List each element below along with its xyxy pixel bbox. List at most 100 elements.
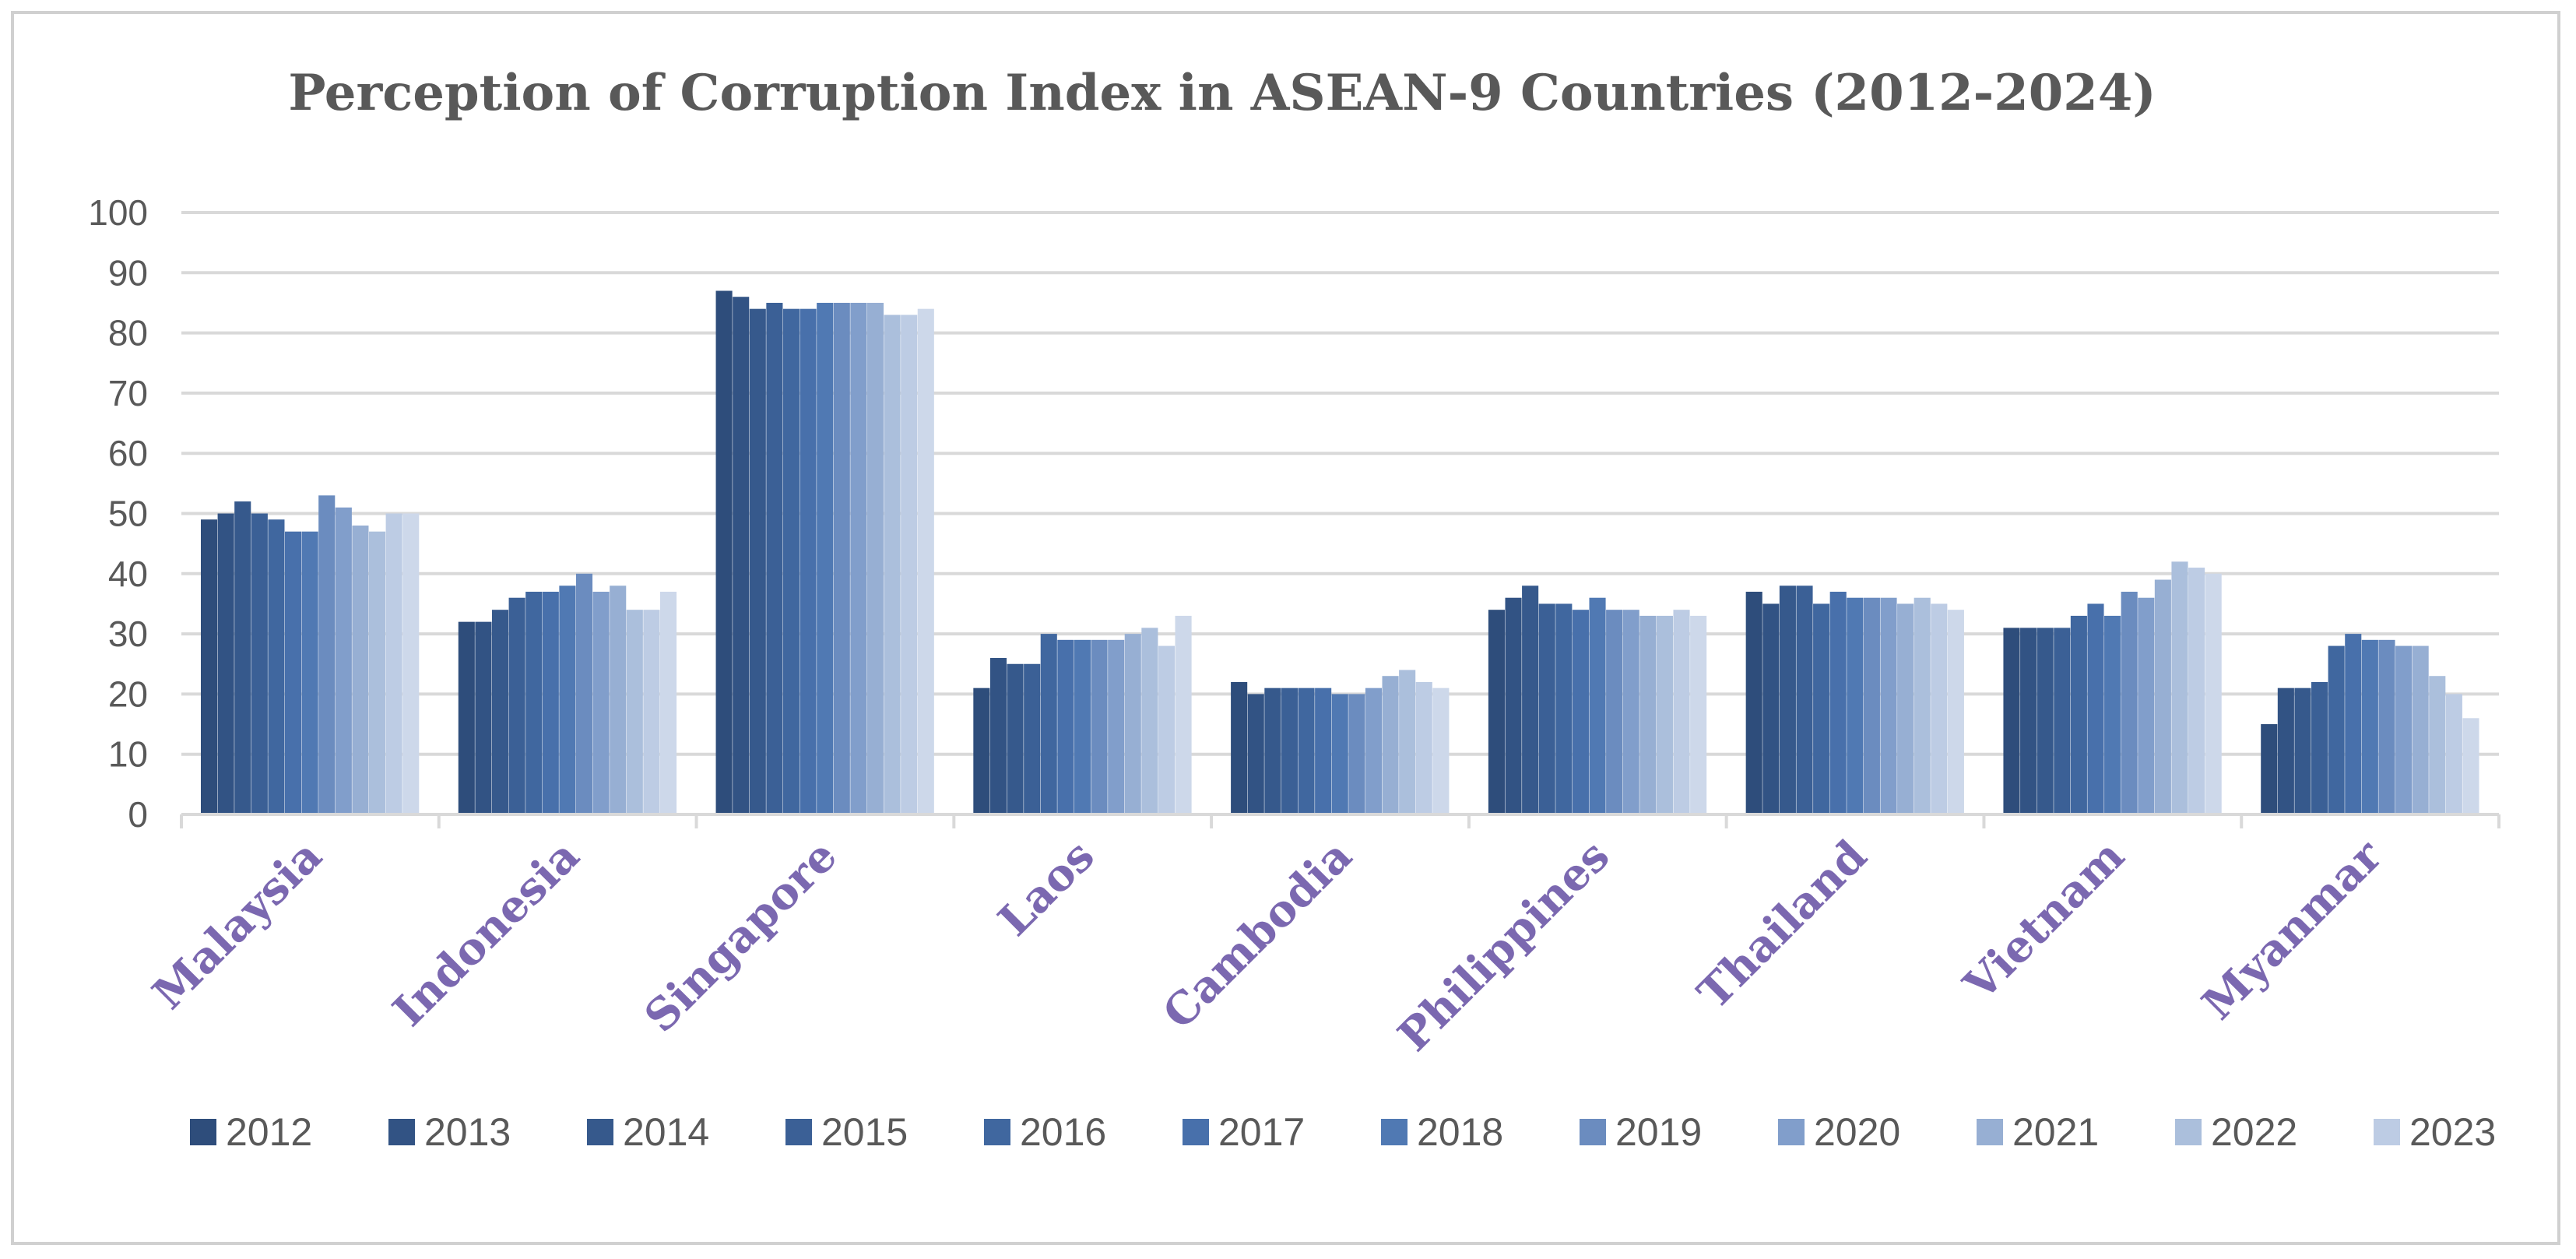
bar-indonesia-2019[interactable] xyxy=(575,573,593,814)
bar-indonesia-2016[interactable] xyxy=(525,591,543,814)
bar-vietnam-2020[interactable] xyxy=(2138,597,2155,814)
bar-thailand-2018[interactable] xyxy=(1847,597,1864,814)
bar-laos-2015[interactable] xyxy=(1024,663,1041,814)
legend-item-2017[interactable]: 2017 xyxy=(1183,1110,1305,1154)
bar-myanmar-2022[interactable] xyxy=(2429,676,2446,814)
bar-philippines-2024[interactable] xyxy=(1690,615,1707,814)
legend-item-2013[interactable]: 2013 xyxy=(388,1110,511,1154)
bar-vietnam-2015[interactable] xyxy=(2054,628,2071,814)
legend-item-2022[interactable]: 2022 xyxy=(2175,1110,2297,1154)
bar-laos-2017[interactable] xyxy=(1057,639,1074,814)
bar-philippines-2022[interactable] xyxy=(1656,615,1673,814)
bar-laos-2014[interactable] xyxy=(1007,663,1024,814)
bar-cambodia-2019[interactable] xyxy=(1348,694,1365,814)
bar-indonesia-2024[interactable] xyxy=(659,591,677,814)
bar-philippines-2012[interactable] xyxy=(1488,610,1505,814)
bar-myanmar-2015[interactable] xyxy=(2311,681,2328,814)
bar-indonesia-2021[interactable] xyxy=(610,586,627,814)
bar-philippines-2019[interactable] xyxy=(1606,610,1623,814)
bar-thailand-2021[interactable] xyxy=(1897,603,1914,814)
bar-cambodia-2016[interactable] xyxy=(1298,688,1315,814)
bar-indonesia-2022[interactable] xyxy=(626,610,643,814)
bar-singapore-2015[interactable] xyxy=(766,302,783,814)
bar-malaysia-2012[interactable] xyxy=(200,519,218,814)
bar-malaysia-2018[interactable] xyxy=(301,531,318,814)
bar-laos-2013[interactable] xyxy=(989,658,1007,814)
bar-thailand-2022[interactable] xyxy=(1914,597,1931,814)
bar-cambodia-2017[interactable] xyxy=(1315,688,1332,814)
bar-singapore-2017[interactable] xyxy=(800,308,817,814)
bar-philippines-2014[interactable] xyxy=(1522,586,1539,814)
bar-indonesia-2014[interactable] xyxy=(491,610,509,814)
bar-cambodia-2022[interactable] xyxy=(1399,670,1416,814)
bar-malaysia-2023[interactable] xyxy=(385,513,402,815)
bar-singapore-2019[interactable] xyxy=(833,302,850,814)
bar-vietnam-2017[interactable] xyxy=(2087,603,2104,814)
bar-laos-2021[interactable] xyxy=(1124,634,1141,814)
bar-cambodia-2013[interactable] xyxy=(1247,694,1264,814)
bar-thailand-2014[interactable] xyxy=(1779,586,1796,814)
bar-malaysia-2016[interactable] xyxy=(268,519,285,814)
bar-vietnam-2016[interactable] xyxy=(2070,615,2087,814)
bar-thailand-2017[interactable] xyxy=(1829,591,1847,814)
legend-item-2023[interactable]: 2023 xyxy=(2374,1110,2496,1154)
bar-philippines-2023[interactable] xyxy=(1673,610,1690,814)
bar-myanmar-2013[interactable] xyxy=(2277,688,2294,814)
bar-myanmar-2018[interactable] xyxy=(2361,639,2378,814)
bar-malaysia-2024[interactable] xyxy=(402,513,420,815)
bar-cambodia-2015[interactable] xyxy=(1281,688,1298,814)
bar-malaysia-2021[interactable] xyxy=(352,525,369,814)
bar-thailand-2013[interactable] xyxy=(1762,603,1780,814)
legend-item-2015[interactable]: 2015 xyxy=(785,1110,908,1154)
bar-laos-2018[interactable] xyxy=(1074,639,1091,814)
bar-philippines-2015[interactable] xyxy=(1538,603,1555,814)
bar-laos-2022[interactable] xyxy=(1141,628,1158,814)
bar-indonesia-2015[interactable] xyxy=(508,597,525,814)
bar-singapore-2024[interactable] xyxy=(917,308,934,814)
bar-singapore-2020[interactable] xyxy=(850,302,867,814)
bar-philippines-2021[interactable] xyxy=(1639,615,1657,814)
bar-thailand-2015[interactable] xyxy=(1796,586,1813,814)
bar-laos-2019[interactable] xyxy=(1091,639,1108,814)
bar-thailand-2020[interactable] xyxy=(1880,597,1897,814)
bar-indonesia-2017[interactable] xyxy=(542,591,559,814)
legend-item-2018[interactable]: 2018 xyxy=(1381,1110,1503,1154)
bar-philippines-2016[interactable] xyxy=(1555,603,1573,814)
bar-malaysia-2020[interactable] xyxy=(335,507,352,814)
bar-malaysia-2017[interactable] xyxy=(284,531,302,814)
bar-vietnam-2019[interactable] xyxy=(2121,591,2138,814)
bar-cambodia-2014[interactable] xyxy=(1264,688,1281,814)
bar-laos-2023[interactable] xyxy=(1158,645,1176,814)
bar-indonesia-2018[interactable] xyxy=(559,586,576,814)
bar-indonesia-2013[interactable] xyxy=(475,621,492,814)
bar-myanmar-2020[interactable] xyxy=(2395,645,2413,814)
bar-vietnam-2023[interactable] xyxy=(2188,568,2205,814)
legend-item-2016[interactable]: 2016 xyxy=(984,1110,1106,1154)
bar-malaysia-2022[interactable] xyxy=(368,531,386,814)
bar-cambodia-2023[interactable] xyxy=(1415,681,1432,814)
bar-thailand-2012[interactable] xyxy=(1745,591,1762,814)
bar-cambodia-2024[interactable] xyxy=(1432,688,1450,814)
bar-thailand-2023[interactable] xyxy=(1931,603,1948,814)
bar-vietnam-2013[interactable] xyxy=(2020,628,2037,814)
bar-singapore-2021[interactable] xyxy=(866,302,884,814)
bar-thailand-2016[interactable] xyxy=(1813,603,1830,814)
bar-myanmar-2017[interactable] xyxy=(2345,634,2362,814)
bar-singapore-2016[interactable] xyxy=(782,308,800,814)
bar-philippines-2020[interactable] xyxy=(1622,610,1639,814)
bar-indonesia-2012[interactable] xyxy=(458,621,475,814)
bar-singapore-2023[interactable] xyxy=(901,315,918,814)
bar-malaysia-2014[interactable] xyxy=(234,501,251,814)
bar-myanmar-2014[interactable] xyxy=(2294,688,2311,814)
bar-laos-2020[interactable] xyxy=(1108,639,1125,814)
bar-myanmar-2023[interactable] xyxy=(2445,694,2462,814)
bar-myanmar-2012[interactable] xyxy=(2261,724,2278,814)
bar-vietnam-2021[interactable] xyxy=(2154,579,2171,814)
bar-vietnam-2024[interactable] xyxy=(2205,573,2222,814)
bar-philippines-2017[interactable] xyxy=(1572,610,1589,814)
bar-singapore-2013[interactable] xyxy=(733,297,750,815)
bar-laos-2012[interactable] xyxy=(973,688,990,814)
legend[interactable]: 2012 2013 2014 2015 2016 2017 2018 2019 2020 2021… xyxy=(190,1110,2557,1154)
bar-thailand-2019[interactable] xyxy=(1863,597,1880,814)
legend-item-2019[interactable]: 2019 xyxy=(1580,1110,1702,1154)
